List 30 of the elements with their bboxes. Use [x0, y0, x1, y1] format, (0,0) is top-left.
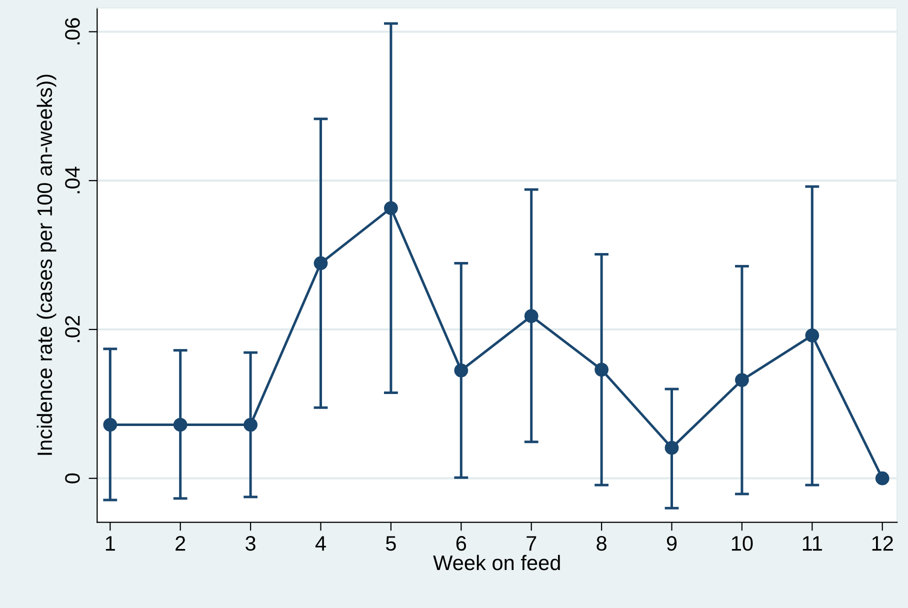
- y-axis-title: Incidence rate (cases per 100 an-weeks)): [36, 74, 56, 455]
- x-tick-label: 8: [596, 536, 606, 551]
- x-tick-label: 3: [246, 536, 256, 551]
- y-tick-label: .04: [65, 166, 80, 194]
- point: [103, 418, 118, 432]
- point: [384, 201, 398, 216]
- point: [875, 471, 890, 486]
- x-tick-label: 5: [386, 536, 396, 551]
- x-tick-label: 2: [176, 536, 186, 551]
- x-tick-label: 12: [872, 536, 893, 551]
- point: [314, 256, 328, 270]
- point: [594, 362, 608, 377]
- x-tick-label: 10: [732, 536, 753, 551]
- x-tick-label: 1: [106, 536, 115, 551]
- y-tick-label: 0: [65, 473, 80, 484]
- point: [524, 309, 538, 324]
- y-tick-label: .06: [65, 18, 80, 44]
- x-tick-label: 6: [456, 536, 466, 551]
- point: [664, 440, 679, 455]
- x-axis-title: Week on feed: [433, 554, 560, 570]
- point: [735, 373, 749, 388]
- point: [805, 328, 820, 342]
- point: [244, 418, 258, 432]
- y-tick-label: .02: [65, 316, 80, 342]
- point: [454, 363, 468, 378]
- x-tick-label: 4: [315, 536, 326, 551]
- x-tick-label: 9: [666, 536, 677, 551]
- point: [173, 418, 188, 432]
- x-tick-label: 11: [802, 536, 822, 551]
- x-tick-label: 7: [526, 536, 536, 551]
